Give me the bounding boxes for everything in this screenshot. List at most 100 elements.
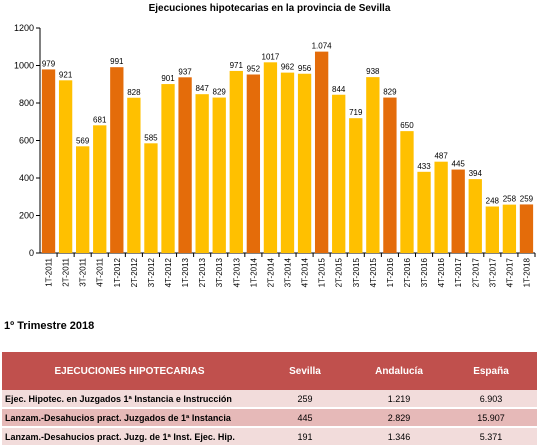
bar — [161, 84, 175, 253]
cell-espana: 6.903 — [445, 390, 537, 409]
y-tick-label: 1200 — [14, 23, 34, 33]
x-tick-label: 2T-2013 — [198, 257, 207, 287]
x-tick-label: 3T-2015 — [352, 257, 361, 287]
data-label: 952 — [247, 65, 261, 74]
bar — [246, 74, 261, 253]
x-tick-label: 1T-2018 — [522, 257, 531, 287]
cell-espana: 15.907 — [445, 408, 537, 428]
data-label: 829 — [383, 88, 397, 97]
cell-sevilla: 445 — [257, 408, 353, 428]
x-tick-label: 4T-2017 — [505, 257, 514, 287]
data-label: 433 — [417, 162, 431, 171]
x-tick-label: 2T-2017 — [471, 257, 480, 287]
data-label: 259 — [520, 194, 534, 203]
column-header-espana: España — [445, 352, 537, 390]
bar — [58, 80, 73, 253]
data-label: 971 — [230, 61, 244, 70]
data-label: 962 — [281, 63, 295, 72]
cell-andalucia: 2.829 — [353, 408, 445, 428]
data-label: 569 — [76, 136, 90, 145]
cell-sevilla: 191 — [257, 427, 353, 447]
row-label: Ejec. Hipotec. en Juzgados 1ª Instancia … — [2, 390, 257, 409]
bar — [297, 73, 312, 253]
bar — [93, 125, 107, 253]
y-tick-label: 800 — [19, 98, 34, 108]
x-tick-label: 1T-2016 — [386, 257, 395, 287]
x-tick-label: 4T-2015 — [369, 257, 378, 287]
x-tick-label: 3T-2017 — [488, 257, 497, 287]
data-label: 828 — [127, 88, 141, 97]
cell-espana: 5.371 — [445, 427, 537, 447]
data-label: 445 — [452, 160, 466, 169]
data-label: 487 — [434, 152, 448, 161]
bar — [76, 146, 90, 253]
x-tick-label: 1T-2015 — [318, 257, 327, 287]
data-label: 844 — [332, 85, 346, 94]
column-header-category: EJECUCIONES HIPOTECARIAS — [2, 352, 257, 390]
data-label: 1.074 — [312, 42, 333, 51]
chart-title: Ejecuciones hipotecarias en la provincia… — [148, 3, 391, 14]
data-label: 650 — [400, 121, 414, 130]
period-heading: 1º Trimestre 2018 — [4, 320, 95, 332]
data-label: 847 — [195, 84, 209, 93]
x-tick-label: 3T-2012 — [147, 257, 156, 287]
column-header-sevilla: Sevilla — [257, 352, 353, 390]
bar — [417, 171, 431, 253]
data-label: 921 — [59, 70, 73, 79]
data-label: 719 — [349, 108, 363, 117]
x-tick-label: 2T-2014 — [266, 257, 275, 287]
data-label: 901 — [161, 74, 175, 83]
data-label: 681 — [93, 115, 107, 124]
cell-andalucia: 1.219 — [353, 390, 445, 409]
bar — [263, 62, 278, 253]
data-label: 585 — [144, 133, 158, 142]
row-label: Lanzam.-Desahucios pract. Juzgados de 1ª… — [2, 408, 257, 428]
bar — [110, 67, 124, 253]
bar — [349, 118, 363, 253]
bar — [229, 70, 243, 253]
bar — [127, 97, 141, 253]
data-label: 956 — [298, 64, 312, 73]
column-header-andalucia: Andalucía — [353, 352, 445, 390]
table-row: Ejec. Hipotec. en Juzgados 1ª Instancia … — [2, 390, 537, 409]
bar — [314, 51, 329, 253]
cell-andalucia: 1.346 — [353, 427, 445, 447]
bar — [434, 161, 448, 253]
bar — [178, 77, 192, 253]
bar — [41, 69, 56, 253]
table-header-row: EJECUCIONES HIPOTECARIAS Sevilla Andaluc… — [2, 352, 537, 390]
data-label: 938 — [366, 67, 380, 76]
bar-chart: 0 200 400 600 800 1000 1200 979 1T-2011 921 2T-201… — [14, 23, 536, 287]
x-tick-label: 4T-2011 — [96, 257, 105, 286]
x-tick-label: 3T-2016 — [420, 257, 429, 287]
bar — [502, 204, 517, 253]
data-label: 1017 — [262, 52, 280, 61]
x-tick-label: 1T-2011 — [45, 257, 54, 286]
data-label: 991 — [110, 57, 124, 66]
x-tick-label: 1T-2014 — [249, 257, 258, 287]
x-tick-label: 2T-2011 — [62, 257, 71, 286]
bar — [212, 97, 226, 253]
data-label: 979 — [42, 59, 56, 68]
bar — [400, 131, 414, 253]
data-label: 258 — [503, 195, 517, 204]
bar — [195, 94, 209, 253]
summary-table: EJECUCIONES HIPOTECARIAS Sevilla Andaluc… — [2, 352, 537, 447]
x-tick-label: 1T-2012 — [113, 257, 122, 287]
x-tick-label: 1T-2013 — [181, 257, 190, 287]
x-tick-label: 1T-2017 — [454, 257, 463, 287]
x-tick-label: 2T-2012 — [130, 257, 139, 287]
x-tick-label: 3T-2011 — [79, 257, 88, 286]
x-tick-label: 4T-2013 — [232, 257, 241, 287]
x-tick-label: 3T-2014 — [284, 257, 293, 287]
bar — [451, 169, 465, 253]
bar — [519, 204, 534, 253]
x-tick-label: 3T-2013 — [215, 257, 224, 287]
data-label: 829 — [213, 88, 227, 97]
y-tick-label: 400 — [19, 173, 34, 183]
cell-sevilla: 259 — [257, 390, 353, 409]
y-tick-label: 0 — [29, 248, 34, 258]
x-tick-label: 2T-2016 — [403, 257, 412, 287]
bar — [144, 143, 158, 253]
y-tick-label: 200 — [19, 211, 34, 221]
